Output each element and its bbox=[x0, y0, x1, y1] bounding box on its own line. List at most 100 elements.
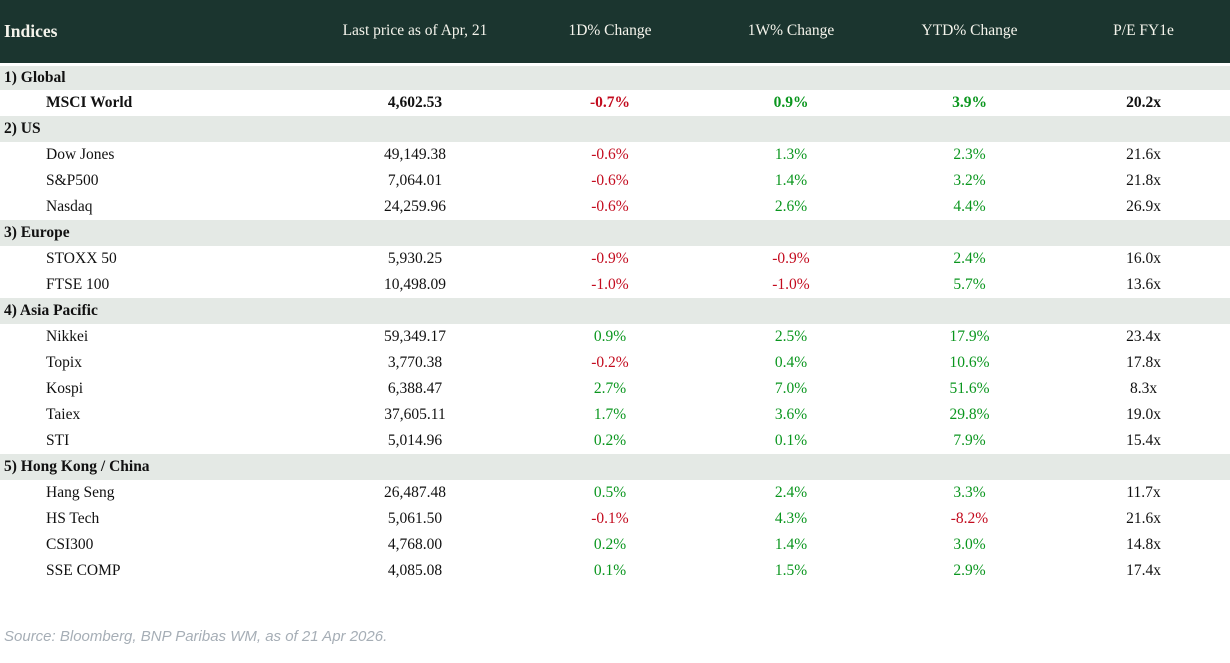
ytd-change-cell: 4.4% bbox=[953, 198, 986, 215]
section-label: 4) Asia Pacific bbox=[4, 302, 98, 319]
ytd-change-cell: 3.3% bbox=[953, 484, 986, 501]
index-row: HS Tech 5,061.50 -0.1% 4.3% -8.2% 21.6x bbox=[0, 506, 1230, 532]
index-row: Kospi 6,388.47 2.7% 7.0% 51.6% 8.3x bbox=[0, 376, 1230, 402]
index-name-cell: S&P500 bbox=[46, 172, 99, 189]
pe-cell: 15.4x bbox=[1126, 432, 1161, 449]
1d-change-cell: -0.9% bbox=[591, 250, 629, 267]
1w-change-cell: 1.4% bbox=[774, 536, 808, 553]
index-row: FTSE 100 10,498.09 -1.0% -1.0% 5.7% 13.6x bbox=[0, 272, 1230, 298]
column-header-1d-change: 1D% Change bbox=[568, 22, 652, 40]
1d-change-cell: -0.6% bbox=[591, 146, 629, 163]
1d-change-cell: 0.9% bbox=[593, 328, 627, 345]
1w-change-cell: 4.3% bbox=[774, 510, 808, 527]
last-price-cell: 24,259.96 bbox=[384, 198, 446, 215]
1d-change-cell: 2.7% bbox=[593, 380, 627, 397]
last-price-cell: 4,602.53 bbox=[387, 94, 443, 111]
index-name-cell: Hang Seng bbox=[46, 484, 115, 501]
last-price-cell: 5,930.25 bbox=[387, 250, 443, 267]
index-row: Topix 3,770.38 -0.2% 0.4% 10.6% 17.8x bbox=[0, 350, 1230, 376]
1d-change-cell: -0.2% bbox=[591, 354, 629, 371]
index-name-cell: HS Tech bbox=[46, 510, 100, 527]
indices-table: Indices Last price as of Apr, 21 1D% Cha… bbox=[0, 0, 1230, 584]
ytd-change-cell: 10.6% bbox=[949, 354, 990, 371]
1w-change-cell: 0.4% bbox=[774, 354, 808, 371]
ytd-change-cell: 17.9% bbox=[949, 328, 990, 345]
pe-cell: 17.4x bbox=[1126, 562, 1161, 579]
index-name-cell: SSE COMP bbox=[46, 562, 121, 579]
1w-change-cell: 1.4% bbox=[774, 172, 808, 189]
1d-change-cell: 1.7% bbox=[593, 406, 627, 423]
1w-change-cell: 2.4% bbox=[774, 484, 808, 501]
last-price-cell: 59,349.17 bbox=[384, 328, 446, 345]
1d-change-cell: -0.6% bbox=[591, 198, 629, 215]
section-row: 1) Global bbox=[0, 64, 1230, 90]
index-row: Taiex 37,605.11 1.7% 3.6% 29.8% 19.0x bbox=[0, 402, 1230, 428]
1d-change-cell: 0.1% bbox=[593, 562, 627, 579]
1d-change-cell: -1.0% bbox=[591, 276, 629, 293]
1w-change-cell: -0.9% bbox=[772, 250, 810, 267]
index-name-cell: MSCI World bbox=[46, 94, 133, 111]
pe-cell: 21.6x bbox=[1126, 146, 1161, 163]
last-price-cell: 37,605.11 bbox=[384, 406, 446, 423]
1w-change-cell: -1.0% bbox=[772, 276, 810, 293]
ytd-change-cell: 7.9% bbox=[953, 432, 986, 449]
index-row: S&P500 7,064.01 -0.6% 1.4% 3.2% 21.8x bbox=[0, 168, 1230, 194]
1w-change-cell: 3.6% bbox=[774, 406, 808, 423]
index-row: MSCI World 4,602.53 -0.7% 0.9% 3.9% 20.2x bbox=[0, 90, 1230, 116]
last-price-cell: 7,064.01 bbox=[387, 172, 443, 189]
1d-change-cell: 0.2% bbox=[593, 432, 627, 449]
pe-cell: 16.0x bbox=[1126, 250, 1161, 267]
pe-cell: 13.6x bbox=[1126, 276, 1161, 293]
pe-cell: 26.9x bbox=[1126, 198, 1161, 215]
pe-cell: 14.8x bbox=[1126, 536, 1161, 553]
pe-cell: 8.3x bbox=[1129, 380, 1158, 397]
indices-table-body: 1) Global MSCI World 4,602.53 -0.7% 0.9% 3.9%… bbox=[0, 64, 1230, 584]
section-label: 1) Global bbox=[4, 68, 66, 86]
1d-change-cell: 0.5% bbox=[593, 484, 627, 501]
1d-change-cell: 0.2% bbox=[593, 536, 627, 553]
last-price-cell: 49,149.38 bbox=[384, 146, 446, 163]
1w-change-cell: 0.1% bbox=[774, 432, 808, 449]
pe-cell: 17.8x bbox=[1126, 354, 1161, 371]
ytd-change-cell: 2.3% bbox=[953, 146, 986, 163]
pe-cell: 21.6x bbox=[1126, 510, 1161, 527]
ytd-change-cell: 2.4% bbox=[953, 250, 986, 267]
1d-change-cell: -0.7% bbox=[589, 94, 631, 111]
index-name-cell: Nikkei bbox=[46, 328, 89, 345]
ytd-change-cell: 5.7% bbox=[953, 276, 986, 293]
index-name-cell: CSI300 bbox=[46, 536, 94, 553]
index-name-cell: Nasdaq bbox=[46, 198, 93, 215]
1d-change-cell: -0.6% bbox=[591, 172, 629, 189]
ytd-change-cell: 3.0% bbox=[953, 536, 986, 553]
1w-change-cell: 2.6% bbox=[774, 198, 808, 215]
last-price-cell: 10,498.09 bbox=[384, 276, 446, 293]
1w-change-cell: 1.3% bbox=[774, 146, 808, 163]
1w-change-cell: 1.5% bbox=[774, 562, 808, 579]
ytd-change-cell: 2.9% bbox=[953, 562, 986, 579]
section-row: 3) Europe bbox=[0, 220, 1230, 246]
index-row: STI 5,014.96 0.2% 0.1% 7.9% 15.4x bbox=[0, 428, 1230, 454]
header-row: Indices Last price as of Apr, 21 1D% Cha… bbox=[0, 0, 1230, 64]
ytd-change-cell: 3.9% bbox=[952, 94, 987, 111]
last-price-cell: 5,061.50 bbox=[387, 510, 443, 527]
last-price-cell: 4,768.00 bbox=[387, 536, 443, 553]
section-row: 2) US bbox=[0, 116, 1230, 142]
index-row: Nasdaq 24,259.96 -0.6% 2.6% 4.4% 26.9x bbox=[0, 194, 1230, 220]
index-row: STOXX 50 5,930.25 -0.9% -0.9% 2.4% 16.0x bbox=[0, 246, 1230, 272]
column-header-indices: Indices bbox=[4, 20, 58, 41]
index-row: Nikkei 59,349.17 0.9% 2.5% 17.9% 23.4x bbox=[0, 324, 1230, 350]
last-price-cell: 4,085.08 bbox=[387, 562, 443, 579]
column-header-pe-fy1e: P/E FY1e bbox=[1113, 22, 1174, 40]
ytd-change-cell: 51.6% bbox=[949, 380, 990, 397]
index-name-cell: Topix bbox=[46, 354, 82, 371]
index-row: SSE COMP 4,085.08 0.1% 1.5% 2.9% 17.4x bbox=[0, 558, 1230, 584]
source-note: Source: Bloomberg, BNP Paribas WM, as of… bbox=[4, 628, 388, 645]
last-price-cell: 26,487.48 bbox=[384, 484, 446, 501]
pe-cell: 20.2x bbox=[1126, 94, 1161, 111]
index-name-cell: FTSE 100 bbox=[46, 276, 110, 293]
last-price-cell: 5,014.96 bbox=[387, 432, 443, 449]
1d-change-cell: -0.1% bbox=[591, 510, 629, 527]
column-header-last-price: Last price as of Apr, 21 bbox=[342, 22, 488, 40]
index-name-cell: Taiex bbox=[46, 406, 81, 423]
index-row: CSI300 4,768.00 0.2% 1.4% 3.0% 14.8x bbox=[0, 532, 1230, 558]
